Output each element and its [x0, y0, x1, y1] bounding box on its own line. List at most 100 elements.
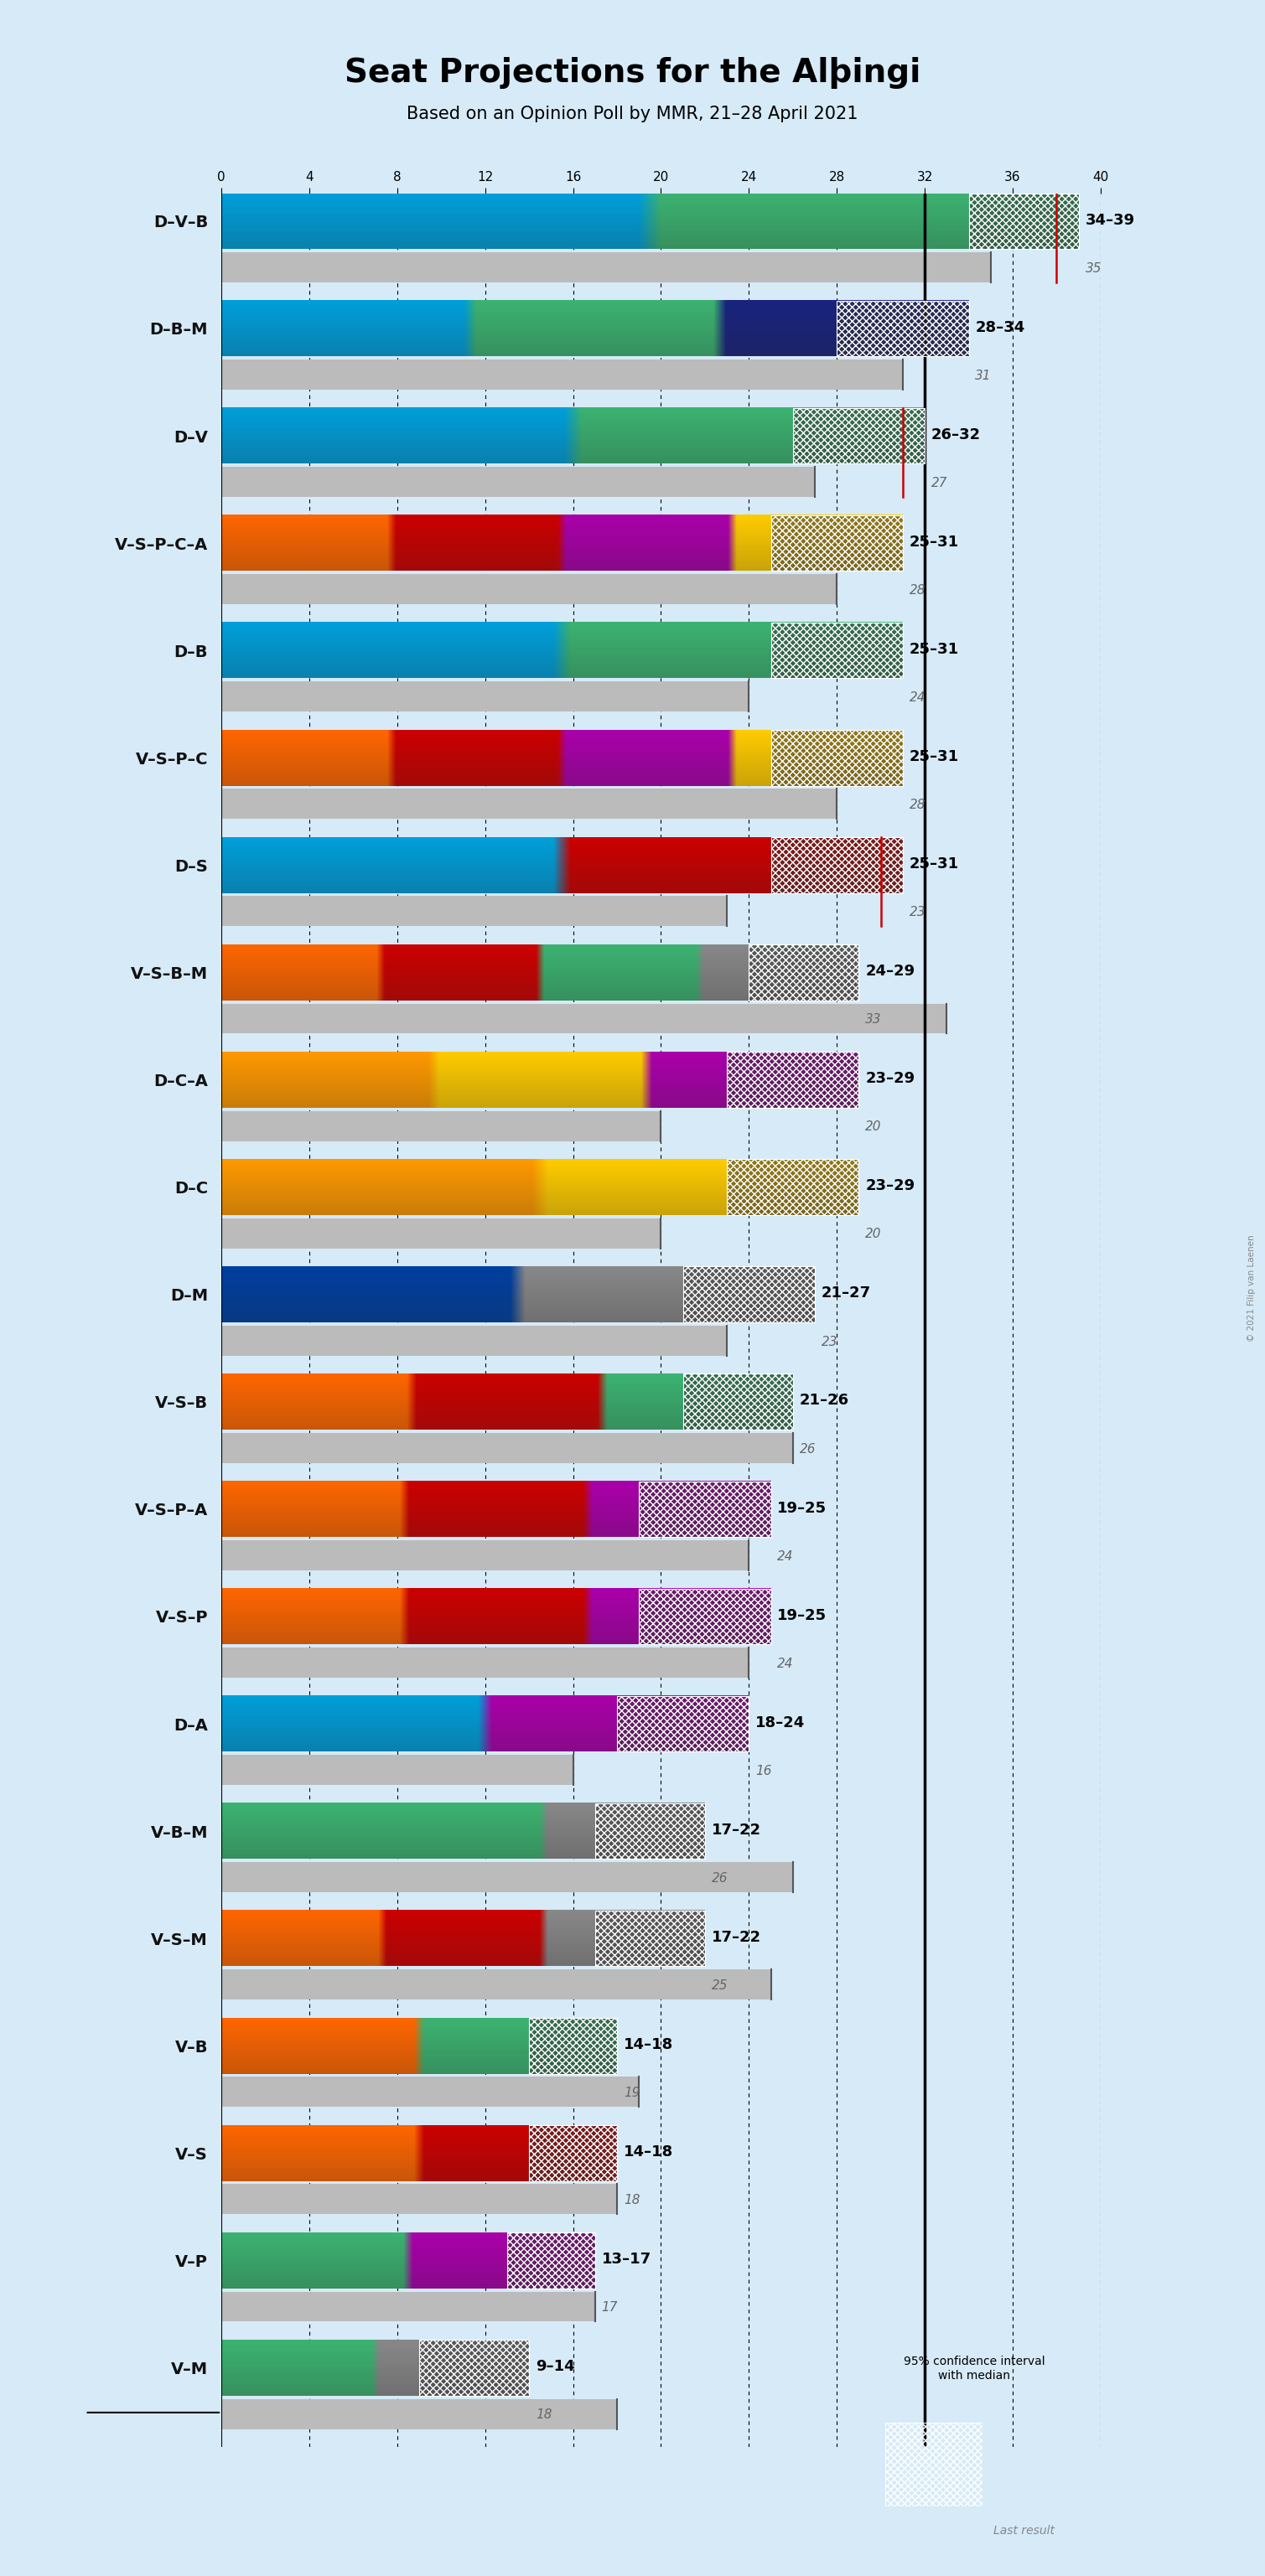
Text: Last result: Last result — [993, 2524, 1054, 2537]
Bar — [969, 193, 1079, 250]
Bar — [221, 683, 749, 711]
Bar — [221, 1649, 749, 1677]
Text: 28–34: 28–34 — [975, 319, 1025, 335]
Bar — [221, 1754, 573, 1785]
Text: 25–31: 25–31 — [910, 641, 959, 657]
Text: Seat Projections for the Alþingi: Seat Projections for the Alþingi — [344, 57, 921, 88]
Bar — [836, 301, 969, 355]
Bar — [221, 1005, 946, 1033]
Text: 20: 20 — [865, 1229, 882, 1242]
Text: 24: 24 — [778, 1656, 794, 1669]
Bar — [770, 837, 903, 894]
Text: 27: 27 — [931, 477, 947, 489]
Bar — [639, 1589, 770, 1643]
Text: 31: 31 — [975, 368, 992, 381]
Text: 26–32: 26–32 — [931, 428, 980, 443]
Text: 34–39: 34–39 — [1085, 211, 1135, 227]
Text: 14–18: 14–18 — [624, 2038, 673, 2053]
Text: Based on an Opinion Poll by MMR, 21–28 April 2021: Based on an Opinion Poll by MMR, 21–28 A… — [407, 106, 858, 124]
Text: 23–29: 23–29 — [865, 1072, 915, 1087]
Bar — [770, 729, 903, 786]
Bar — [221, 896, 727, 927]
Bar — [793, 407, 925, 464]
Text: 17–22: 17–22 — [711, 1821, 762, 1837]
Text: 28: 28 — [910, 799, 926, 811]
Text: 9–14: 9–14 — [535, 2360, 574, 2375]
Bar — [770, 729, 903, 786]
Bar — [727, 1159, 859, 1216]
Bar — [507, 2233, 595, 2287]
Text: 19–25: 19–25 — [778, 1607, 827, 1623]
Bar — [507, 2233, 595, 2287]
Bar — [221, 1327, 727, 1355]
Bar — [617, 1695, 749, 1752]
Text: 24–29: 24–29 — [865, 963, 915, 979]
Bar — [529, 2125, 617, 2182]
Bar — [639, 1481, 770, 1538]
Text: 26: 26 — [711, 1873, 727, 1886]
Text: 35: 35 — [1085, 263, 1102, 276]
Text: 95% confidence interval
with median: 95% confidence interval with median — [903, 2357, 1045, 2380]
Bar — [221, 1110, 660, 1141]
Bar — [221, 252, 990, 283]
Bar — [793, 407, 925, 464]
Text: 19–25: 19–25 — [778, 1499, 827, 1515]
Bar — [969, 193, 1079, 250]
Bar — [770, 515, 903, 572]
Bar — [683, 1267, 815, 1321]
Bar — [770, 623, 903, 677]
Bar — [595, 1803, 705, 1860]
Text: 21–27: 21–27 — [821, 1285, 872, 1301]
Bar — [221, 2293, 595, 2321]
Bar — [221, 1218, 660, 1249]
Bar — [749, 945, 859, 999]
Bar — [221, 1432, 793, 1463]
Text: 17: 17 — [602, 2300, 619, 2313]
Bar — [595, 1911, 705, 1965]
Bar — [221, 466, 815, 497]
Bar — [836, 301, 969, 355]
Bar — [529, 2017, 617, 2074]
Text: 17–22: 17–22 — [711, 1929, 762, 1945]
Text: 26: 26 — [799, 1443, 816, 1455]
Bar — [221, 2184, 617, 2215]
Bar — [221, 788, 836, 819]
Text: 18–24: 18–24 — [755, 1716, 805, 1731]
Text: 23: 23 — [821, 1334, 837, 1347]
Bar — [683, 1267, 815, 1321]
Text: 16: 16 — [755, 1765, 772, 1777]
Bar — [529, 2125, 617, 2182]
Bar — [221, 2398, 617, 2429]
Bar — [639, 1481, 770, 1538]
Bar — [617, 1695, 749, 1752]
Bar — [419, 2339, 529, 2396]
Text: 21–26: 21–26 — [799, 1394, 849, 1409]
Bar — [221, 574, 836, 605]
Text: 25: 25 — [711, 1978, 727, 1991]
Bar — [749, 945, 859, 999]
Text: 14–18: 14–18 — [624, 2143, 673, 2159]
Bar — [727, 1051, 859, 1108]
Bar — [419, 2339, 529, 2396]
Bar — [595, 1803, 705, 1860]
Bar — [221, 1540, 749, 1571]
Bar — [595, 1911, 705, 1965]
Bar — [683, 1373, 793, 1430]
Text: 19: 19 — [624, 2087, 640, 2099]
Text: 28: 28 — [910, 585, 926, 598]
Bar — [221, 361, 903, 389]
Text: 20: 20 — [865, 1121, 882, 1133]
Text: 24: 24 — [910, 690, 926, 703]
Bar — [529, 2017, 617, 2074]
Text: © 2021 Filip van Laenen: © 2021 Filip van Laenen — [1247, 1234, 1256, 1342]
Text: 13–17: 13–17 — [602, 2251, 651, 2267]
Text: 24: 24 — [778, 1551, 794, 1564]
Text: 25–31: 25–31 — [910, 533, 959, 549]
Text: 23–29: 23–29 — [865, 1177, 915, 1193]
Bar — [770, 837, 903, 894]
Text: 25–31: 25–31 — [910, 750, 959, 765]
Bar — [221, 1971, 770, 1999]
Text: 25–31: 25–31 — [910, 855, 959, 871]
Bar — [727, 1051, 859, 1108]
Bar — [770, 623, 903, 677]
